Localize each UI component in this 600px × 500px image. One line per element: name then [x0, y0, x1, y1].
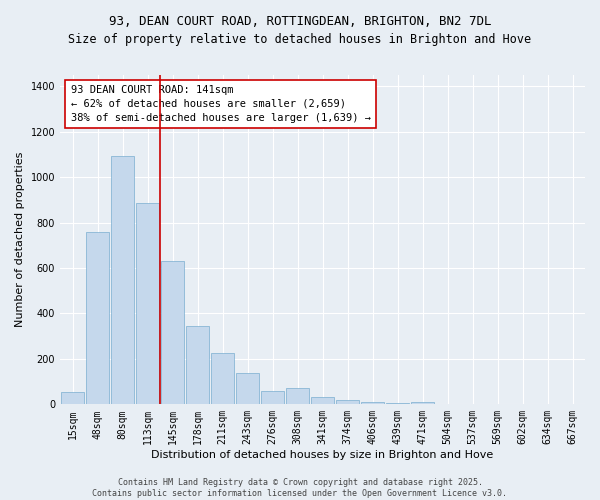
Text: 93 DEAN COURT ROAD: 141sqm
← 62% of detached houses are smaller (2,659)
38% of s: 93 DEAN COURT ROAD: 141sqm ← 62% of deta…	[71, 85, 371, 123]
Bar	[211, 352, 234, 405]
Text: Size of property relative to detached houses in Brighton and Hove: Size of property relative to detached ho…	[68, 32, 532, 46]
X-axis label: Distribution of detached houses by size in Brighton and Hove: Distribution of detached houses by size …	[151, 450, 494, 460]
Text: 93, DEAN COURT ROAD, ROTTINGDEAN, BRIGHTON, BN2 7DL: 93, DEAN COURT ROAD, ROTTINGDEAN, BRIGHT…	[109, 15, 491, 28]
Bar	[236, 373, 259, 404]
Bar	[411, 402, 434, 404]
Bar	[136, 204, 159, 404]
Bar	[386, 403, 409, 404]
Bar	[61, 392, 84, 404]
Bar	[261, 390, 284, 404]
Bar	[161, 261, 184, 404]
Bar	[86, 232, 109, 404]
Bar	[186, 326, 209, 404]
Y-axis label: Number of detached properties: Number of detached properties	[15, 152, 25, 328]
Bar	[111, 156, 134, 404]
Bar	[361, 402, 384, 404]
Text: Contains HM Land Registry data © Crown copyright and database right 2025.
Contai: Contains HM Land Registry data © Crown c…	[92, 478, 508, 498]
Bar	[286, 388, 309, 404]
Bar	[311, 397, 334, 404]
Bar	[336, 400, 359, 404]
